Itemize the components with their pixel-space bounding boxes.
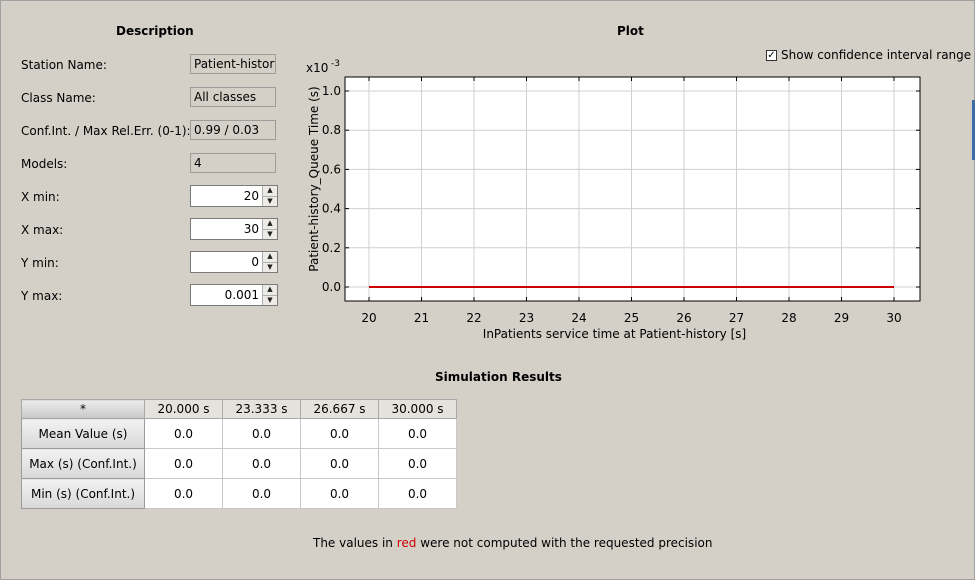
x-axis-label: InPatients service time at Patient-histo… — [483, 327, 746, 341]
y-max-spinner[interactable]: 0.001 ▲ ▼ — [190, 284, 278, 306]
table-cell[interactable]: 0.0 — [144, 478, 223, 509]
spinner-up-icon[interactable]: ▲ — [267, 285, 273, 294]
table-cell[interactable]: 0.0 — [300, 478, 379, 509]
table-cell[interactable]: 0.0 — [144, 448, 223, 479]
y-tick-label: 0.4 — [322, 202, 341, 216]
column-header[interactable]: 26.667 s — [300, 399, 379, 419]
x-tick-label: 29 — [834, 311, 849, 325]
y-tick-label: 0.2 — [322, 241, 341, 255]
x-tick-label: 21 — [414, 311, 429, 325]
y-tick-label: 1.0 — [322, 84, 341, 98]
table-cell[interactable]: 0.0 — [222, 448, 301, 479]
show-ci-toggle[interactable]: ✓ Show confidence interval range — [766, 48, 971, 62]
class-name-field: All classes — [190, 87, 276, 107]
y-max-label: Y max: — [21, 289, 63, 303]
plot-title: Plot — [617, 24, 644, 38]
x-tick-label: 25 — [624, 311, 639, 325]
results-table: * 20.000 s 23.333 s 26.667 s 30.000 s Me… — [21, 399, 457, 509]
models-label: Models: — [21, 157, 68, 171]
table-row: Mean Value (s) 0.0 0.0 0.0 0.0 — [21, 418, 457, 449]
y-axis-label: Patient-history_Queue Time (s) — [307, 86, 321, 271]
table-cell[interactable]: 0.0 — [222, 478, 301, 509]
x-tick-label: 20 — [361, 311, 376, 325]
x-tick-label: 23 — [519, 311, 534, 325]
table-row: Min (s) (Conf.Int.) 0.0 0.0 0.0 0.0 — [21, 478, 457, 509]
x-tick-label: 22 — [466, 311, 481, 325]
class-name-label: Class Name: — [21, 91, 96, 105]
column-header[interactable]: 23.333 s — [222, 399, 301, 419]
y-tick-label: 0.8 — [322, 123, 341, 137]
results-title: Simulation Results — [435, 370, 562, 384]
queue-time-chart: 20 21 22 23 24 25 26 27 28 29 30 0.0 0.2 0.4 0.6 0.8 1.0… — [306, 59, 921, 341]
spinner-up-icon[interactable]: ▲ — [267, 219, 273, 228]
description-title: Description — [116, 24, 194, 38]
spinner-up-icon[interactable]: ▲ — [267, 186, 273, 195]
table-row: Max (s) (Conf.Int.) 0.0 0.0 0.0 0.0 — [21, 448, 457, 479]
precision-note-start: The values in — [313, 536, 397, 550]
y-tick-label: 0.6 — [322, 162, 341, 176]
x-min-value[interactable]: 20 — [243, 189, 259, 203]
station-name-field: Patient-history — [190, 54, 276, 74]
table-cell[interactable]: 0.0 — [378, 478, 457, 509]
spinner-up-icon[interactable]: ▲ — [267, 252, 273, 261]
x-max-label: X max: — [21, 223, 64, 237]
table-corner-header[interactable]: * — [21, 399, 145, 419]
models-field: 4 — [190, 153, 276, 173]
conf-int-field: 0.99 / 0.03 — [190, 120, 276, 140]
y-multiplier-label: x10 — [306, 61, 328, 75]
checkbox-checked-icon[interactable]: ✓ — [766, 49, 777, 61]
table-cell[interactable]: 0.0 — [300, 418, 379, 449]
table-cell[interactable]: 0.0 — [222, 418, 301, 449]
x-tick-label: 30 — [886, 311, 901, 325]
x-tick-label: 24 — [571, 311, 586, 325]
spinner-down-icon[interactable]: ▼ — [263, 294, 277, 306]
y-min-value[interactable]: 0 — [251, 255, 259, 269]
spinner-down-icon[interactable]: ▼ — [263, 195, 277, 207]
show-ci-label: Show confidence interval range — [781, 48, 972, 62]
conf-int-label: Conf.Int. / Max Rel.Err. (0-1): — [21, 124, 191, 138]
station-name-label: Station Name: — [21, 58, 107, 72]
precision-note-red-word: red — [396, 536, 417, 550]
y-multiplier-exponent: -3 — [331, 59, 340, 69]
table-cell[interactable]: 0.0 — [378, 448, 457, 479]
y-max-value[interactable]: 0.001 — [224, 288, 259, 302]
y-min-spinner[interactable]: 0 ▲ ▼ — [190, 251, 278, 273]
x-max-value[interactable]: 30 — [243, 222, 259, 236]
row-header: Max (s) (Conf.Int.) — [21, 448, 145, 479]
x-tick-label: 27 — [729, 311, 744, 325]
precision-note: The values in red were not computed with… — [313, 536, 712, 550]
column-header[interactable]: 20.000 s — [144, 399, 223, 419]
x-tick-label: 26 — [676, 311, 691, 325]
column-header[interactable]: 30.000 s — [378, 399, 457, 419]
x-max-spinner[interactable]: 30 ▲ ▼ — [190, 218, 278, 240]
table-cell[interactable]: 0.0 — [144, 418, 223, 449]
y-min-label: Y min: — [21, 256, 59, 270]
spinner-down-icon[interactable]: ▼ — [263, 228, 277, 240]
row-header: Min (s) (Conf.Int.) — [21, 478, 145, 509]
window-edge-accent — [972, 100, 975, 160]
plot-area — [344, 76, 921, 302]
y-tick-label: 0.0 — [322, 280, 341, 294]
table-cell[interactable]: 0.0 — [378, 418, 457, 449]
table-cell[interactable]: 0.0 — [300, 448, 379, 479]
x-min-label: X min: — [21, 190, 60, 204]
x-min-spinner[interactable]: 20 ▲ ▼ — [190, 185, 278, 207]
precision-note-end: were not computed with the requested pre… — [416, 536, 713, 550]
x-tick-label: 28 — [781, 311, 796, 325]
row-header: Mean Value (s) — [21, 418, 145, 449]
spinner-down-icon[interactable]: ▼ — [263, 261, 277, 273]
